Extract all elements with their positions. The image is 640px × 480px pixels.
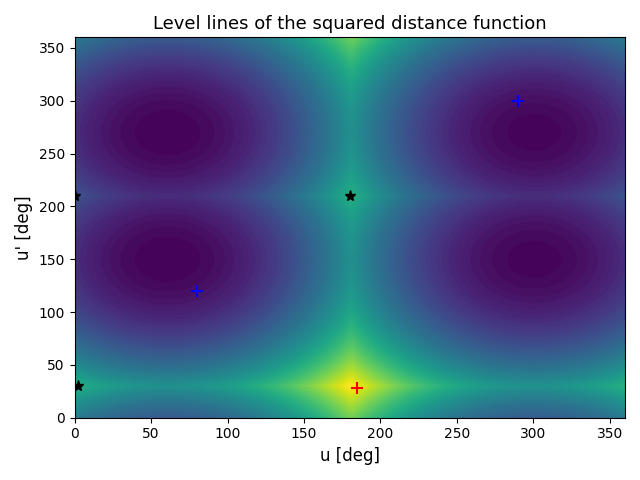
Title: Level lines of the squared distance function: Level lines of the squared distance func… <box>153 15 547 33</box>
Y-axis label: u' [deg]: u' [deg] <box>15 195 33 260</box>
X-axis label: u [deg]: u [deg] <box>320 447 380 465</box>
